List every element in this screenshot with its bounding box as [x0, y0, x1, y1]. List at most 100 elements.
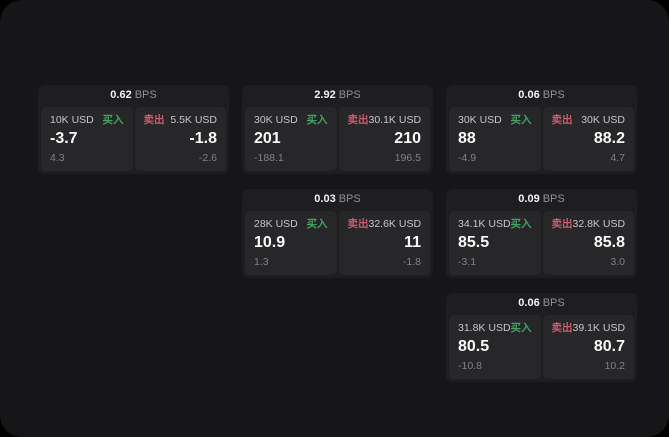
buy-size-label: 34.1K USD [458, 218, 511, 230]
sell-sub-value: -2.6 [198, 152, 217, 164]
sell-sub-value: 10.2 [604, 360, 625, 372]
buy-size-label: 10K USD [50, 114, 94, 126]
quote-panels: 30K USD 买入 88 -4.9 卖出 30K USD 88.2 4.7 [446, 105, 637, 174]
buy-size-label: 28K USD [254, 218, 298, 230]
quote-panels: 30K USD 买入 201 -188.1 卖出 30.1K USD 210 1… [242, 105, 433, 174]
sell-quote-panel[interactable]: 卖出 32.6K USD 11 -1.8 [338, 211, 430, 275]
buy-quote-panel[interactable]: 31.8K USD 买入 80.5 -10.8 [449, 315, 541, 379]
quote-panels: 28K USD 买入 10.9 1.3 卖出 32.6K USD 11 -1.8 [242, 209, 433, 278]
spread-header: 0.06 BPS [446, 293, 637, 313]
spread-value: 2.92 [314, 89, 336, 101]
buy-size-label: 31.8K USD [458, 322, 511, 334]
sell-quote-panel[interactable]: 卖出 32.8K USD 85.8 3.0 [542, 211, 634, 275]
sell-size-label: 30.1K USD [368, 114, 422, 126]
sell-side-label: 卖出 [347, 114, 369, 126]
spread-unit-label: BPS [542, 297, 565, 309]
sell-quote-panel[interactable]: 卖出 30.1K USD 210 196.5 [338, 107, 430, 171]
sell-quote-panel[interactable]: 卖出 30K USD 88.2 4.7 [542, 107, 634, 171]
buy-quote-panel[interactable]: 10K USD 买入 -3.7 4.3 [41, 107, 133, 171]
buy-price: -3.7 [50, 130, 78, 147]
spread-header: 2.92 BPS [242, 85, 433, 105]
sell-side-label: 卖出 [347, 218, 369, 230]
sell-panel-top-row: 卖出 32.8K USD [552, 218, 626, 231]
sell-size-label: 30K USD [581, 114, 625, 126]
quote-card: 0.03 BPS 28K USD 买入 10.9 1.3 卖出 32.6K USD… [242, 189, 433, 278]
spread-unit-label: BPS [134, 89, 157, 101]
spread-unit-label: BPS [542, 89, 565, 101]
buy-sub-value: -3.1 [458, 256, 477, 268]
sell-panel-top-row: 卖出 5.5K USD [144, 114, 218, 127]
buy-price: 85.5 [458, 234, 490, 251]
buy-panel-top-row: 34.1K USD 买入 [458, 218, 532, 231]
quote-panels: 10K USD 买入 -3.7 4.3 卖出 5.5K USD -1.8 -2.… [38, 105, 229, 174]
buy-sub-value: -4.9 [458, 152, 477, 164]
buy-quote-panel[interactable]: 30K USD 买入 88 -4.9 [449, 107, 541, 171]
spread-header: 0.06 BPS [446, 85, 637, 105]
spread-header: 0.62 BPS [38, 85, 229, 105]
sell-quote-panel[interactable]: 卖出 5.5K USD -1.8 -2.6 [134, 107, 226, 171]
buy-side-label: 买入 [102, 114, 124, 126]
buy-price: 88 [458, 130, 476, 147]
buy-price: 10.9 [254, 234, 286, 251]
sell-price: 88.2 [593, 130, 625, 147]
sell-side-label: 卖出 [143, 114, 165, 126]
spread-header: 0.09 BPS [446, 189, 637, 209]
buy-panel-top-row: 30K USD 买入 [458, 114, 532, 127]
spread-unit-label: BPS [338, 193, 361, 205]
sell-panel-top-row: 卖出 32.6K USD [348, 218, 422, 231]
buy-panel-top-row: 31.8K USD 买入 [458, 322, 532, 335]
spread-value: 0.09 [518, 193, 540, 205]
buy-quote-panel[interactable]: 28K USD 买入 10.9 1.3 [245, 211, 337, 275]
spread-header: 0.03 BPS [242, 189, 433, 209]
buy-panel-top-row: 10K USD 买入 [50, 114, 124, 127]
sell-price: -1.8 [189, 130, 217, 147]
spread-value: 0.03 [314, 193, 336, 205]
buy-side-label: 买入 [306, 114, 328, 126]
sell-panel-top-row: 卖出 30.1K USD [348, 114, 422, 127]
buy-price: 201 [254, 130, 281, 147]
sell-price: 210 [394, 130, 421, 147]
buy-side-label: 买入 [510, 114, 532, 126]
sell-price: 85.8 [593, 234, 625, 251]
sell-price: 11 [404, 234, 421, 251]
sell-price: 80.7 [593, 338, 625, 355]
sell-sub-value: 4.7 [610, 152, 625, 164]
buy-size-label: 30K USD [254, 114, 298, 126]
sell-size-label: 32.6K USD [368, 218, 422, 230]
buy-size-label: 30K USD [458, 114, 502, 126]
quote-card: 0.09 BPS 34.1K USD 买入 85.5 -3.1 卖出 32.8K … [446, 189, 637, 278]
quote-panels: 34.1K USD 买入 85.5 -3.1 卖出 32.8K USD 85.8… [446, 209, 637, 278]
buy-price: 80.5 [458, 338, 490, 355]
buy-sub-value: 1.3 [254, 256, 269, 268]
buy-side-label: 买入 [510, 322, 532, 334]
buy-panel-top-row: 30K USD 买入 [254, 114, 328, 127]
buy-side-label: 买入 [510, 218, 532, 230]
buy-sub-value: -10.8 [458, 360, 482, 372]
quote-card: 0.06 BPS 30K USD 买入 88 -4.9 卖出 30K USD 88… [446, 85, 637, 174]
buy-quote-panel[interactable]: 34.1K USD 买入 85.5 -3.1 [449, 211, 541, 275]
sell-panel-top-row: 卖出 39.1K USD [552, 322, 626, 335]
spread-value: 0.06 [518, 89, 540, 101]
quote-card: 2.92 BPS 30K USD 买入 201 -188.1 卖出 30.1K U… [242, 85, 433, 174]
quote-card: 0.62 BPS 10K USD 买入 -3.7 4.3 卖出 5.5K USD … [38, 85, 229, 174]
sell-size-label: 39.1K USD [572, 322, 626, 334]
spread-value: 0.06 [518, 297, 540, 309]
buy-sub-value: -188.1 [254, 152, 284, 164]
buy-quote-panel[interactable]: 30K USD 买入 201 -188.1 [245, 107, 337, 171]
sell-sub-value: 196.5 [394, 152, 421, 164]
sell-side-label: 卖出 [551, 322, 573, 334]
buy-panel-top-row: 28K USD 买入 [254, 218, 328, 231]
sell-quote-panel[interactable]: 卖出 39.1K USD 80.7 10.2 [542, 315, 634, 379]
buy-sub-value: 4.3 [50, 152, 65, 164]
sell-size-label: 32.8K USD [572, 218, 626, 230]
sell-sub-value: -1.8 [402, 256, 421, 268]
quote-panels: 31.8K USD 买入 80.5 -10.8 卖出 39.1K USD 80.… [446, 313, 637, 382]
sell-panel-top-row: 卖出 30K USD [552, 114, 626, 127]
sell-side-label: 卖出 [551, 114, 573, 126]
buy-side-label: 买入 [306, 218, 328, 230]
sell-sub-value: 3.0 [610, 256, 625, 268]
spread-unit-label: BPS [338, 89, 361, 101]
sell-side-label: 卖出 [551, 218, 573, 230]
